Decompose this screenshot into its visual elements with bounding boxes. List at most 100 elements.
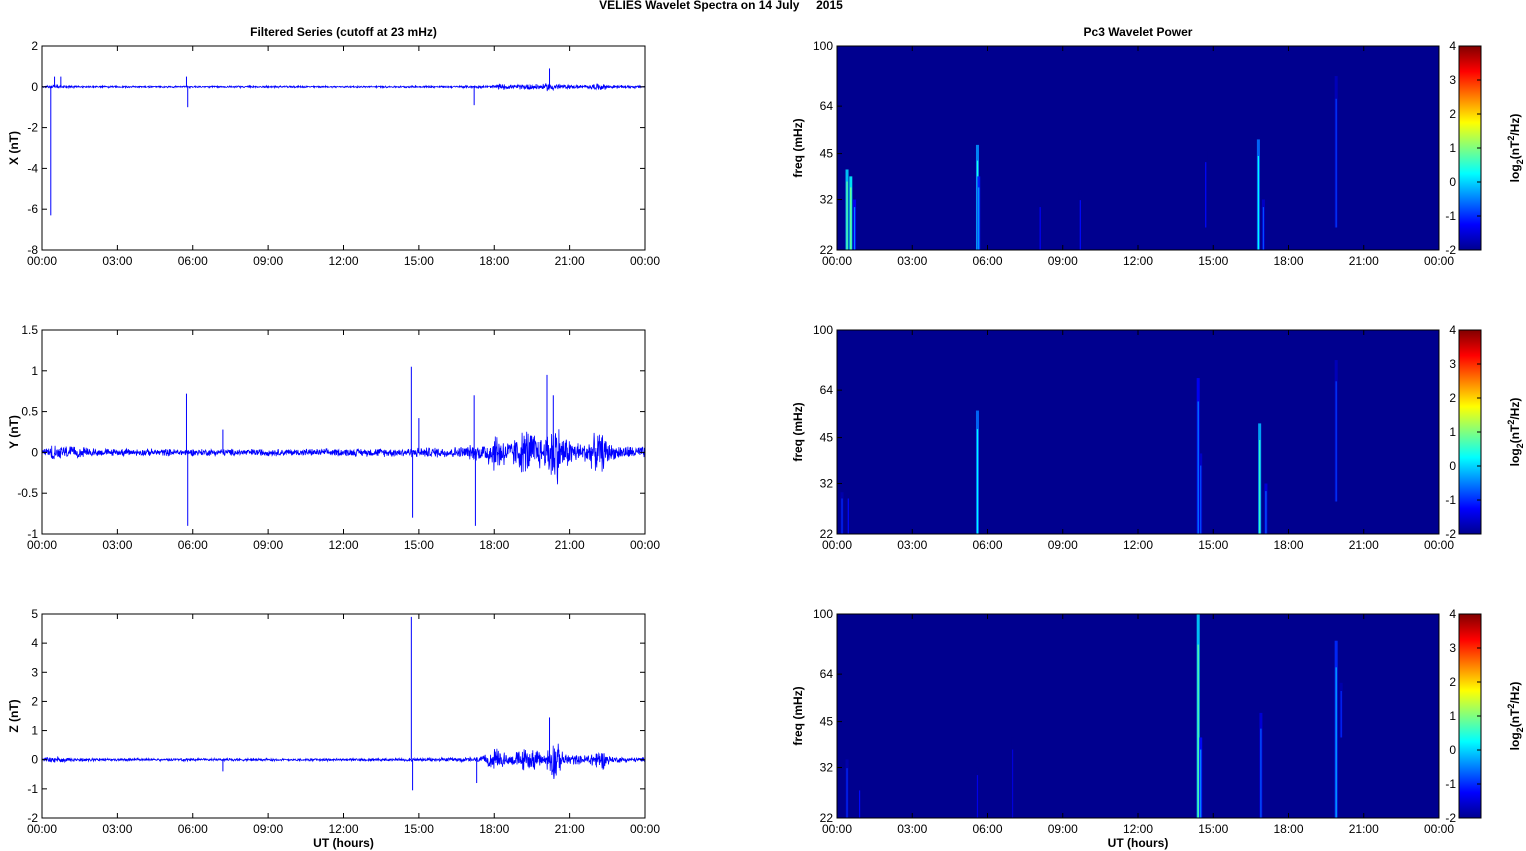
y-tick-label: 2 — [31, 694, 38, 708]
power-streak-core — [976, 429, 979, 534]
y-tick-label: 3 — [31, 665, 38, 679]
x-tick-label: 21:00 — [1349, 254, 1379, 268]
signal-trace — [41, 743, 646, 780]
y-tick-label: 100 — [813, 607, 833, 621]
x-tick-label: 06:00 — [972, 538, 1002, 552]
x-tick-label: 09:00 — [1048, 538, 1078, 552]
x-tick-label: 06:00 — [972, 822, 1002, 836]
colorbar-label-part: 2 — [1515, 443, 1525, 448]
y-tick-label: 64 — [820, 383, 834, 397]
y-tick-label: -2 — [27, 811, 38, 825]
colorbar-tick-label: 0 — [1449, 175, 1456, 189]
colorbar-label-part: /Hz) — [1508, 682, 1522, 704]
figure-title: VELIES Wavelet Spectra on 14 July 2015 — [599, 0, 843, 12]
colorbar-label-part: log — [1508, 448, 1522, 466]
colorbar-tick-label: 4 — [1449, 39, 1456, 53]
power-streak-core — [858, 790, 861, 818]
x-tick-label: 00:00 — [630, 254, 660, 268]
y-tick-label: 22 — [820, 527, 834, 541]
x-tick-label: 00:00 — [822, 822, 852, 836]
x-tick-label: 15:00 — [1198, 254, 1228, 268]
colorbar-label-part: 2 — [1506, 704, 1516, 709]
power-streak-core — [1200, 465, 1202, 534]
colorbar-label-part: 2 — [1515, 159, 1525, 164]
x-tick-label: 12:00 — [328, 822, 358, 836]
plot-area — [42, 614, 645, 818]
x-axis-label: UT (hours) — [1108, 836, 1169, 850]
x-tick-label: 03:00 — [897, 254, 927, 268]
x-tick-label: 12:00 — [1123, 254, 1153, 268]
y-tick-label: 45 — [820, 431, 834, 445]
x-tick-label: 00:00 — [630, 538, 660, 552]
x-tick-label: 00:00 — [630, 822, 660, 836]
y-tick-label: 5 — [31, 607, 38, 621]
x-axis-label: UT (hours) — [313, 836, 374, 850]
power-streak-core — [1340, 691, 1342, 738]
x-tick-label: 03:00 — [102, 254, 132, 268]
y-tick-label: -2 — [27, 121, 38, 135]
colorbar-tick-label: 0 — [1449, 743, 1456, 757]
x-tick-label: 12:00 — [328, 254, 358, 268]
x-tick-label: 00:00 — [822, 254, 852, 268]
x-tick-label: 06:00 — [178, 254, 208, 268]
y-tick-label: 0.5 — [21, 405, 38, 419]
colorbar-tick-label: -2 — [1445, 811, 1456, 825]
x-tick-label: 15:00 — [404, 254, 434, 268]
x-tick-label: 03:00 — [897, 538, 927, 552]
power-streak-core — [1197, 401, 1199, 534]
x-tick-label: 18:00 — [1273, 254, 1303, 268]
power-streak-core — [841, 498, 843, 534]
colorbar-label-part: (nT — [1508, 708, 1522, 727]
colorbar-tick-label: 1 — [1449, 425, 1456, 439]
y-tick-label: 1 — [31, 364, 38, 378]
power-streak-core — [1259, 439, 1261, 534]
y-tick-label: -1 — [27, 782, 38, 796]
power-streak-core — [1335, 381, 1337, 502]
colorbar-label-part: /Hz) — [1508, 398, 1522, 420]
wavelet-heatmap — [837, 614, 1439, 818]
x-tick-label: 15:00 — [1198, 822, 1228, 836]
y-axis-label: X (nT) — [7, 131, 21, 165]
power-streak-core — [1335, 667, 1337, 818]
power-streak-core — [1200, 749, 1202, 818]
colorbar-tick-label: 0 — [1449, 459, 1456, 473]
x-tick-label: 18:00 — [479, 822, 509, 836]
y-axis-label: freq (mHz) — [791, 118, 805, 177]
power-streak-core — [1260, 728, 1262, 818]
y-axis-label: Y (nT) — [7, 415, 21, 449]
x-tick-label: 03:00 — [102, 822, 132, 836]
colorbar-label-part: log — [1508, 732, 1522, 750]
colorbar-label-part: (nT — [1508, 140, 1522, 159]
x-tick-label: 06:00 — [178, 822, 208, 836]
power-streak-core — [1039, 207, 1041, 250]
colorbar-tick-label: 2 — [1449, 391, 1456, 405]
plot-area — [42, 330, 645, 534]
colorbar-tick-label: 3 — [1449, 357, 1456, 371]
power-streak-core — [846, 768, 848, 818]
power-streak-core — [846, 181, 848, 250]
y-tick-label: 1.5 — [21, 323, 38, 337]
wavelet-heatmap — [837, 330, 1439, 534]
x-tick-label: 12:00 — [1123, 538, 1153, 552]
y-tick-label: 64 — [820, 667, 834, 681]
x-tick-label: 09:00 — [253, 254, 283, 268]
x-tick-label: 12:00 — [1123, 822, 1153, 836]
colorbar-label: log2(nT2/Hz) — [1506, 682, 1525, 751]
x-tick-label: 00:00 — [1424, 538, 1454, 552]
power-streak-core — [978, 187, 980, 250]
colorbar-label-part: (nT — [1508, 424, 1522, 443]
power-streak-core — [853, 207, 856, 250]
plot-area — [42, 46, 645, 250]
colorbar-tick-label: 2 — [1449, 675, 1456, 689]
x-tick-label: 21:00 — [555, 822, 585, 836]
power-streak-core — [850, 187, 852, 250]
colorbar-tick-label: 1 — [1449, 709, 1456, 723]
x-tick-label: 03:00 — [102, 538, 132, 552]
y-tick-label: 100 — [813, 323, 833, 337]
y-tick-label: 32 — [820, 477, 834, 491]
x-tick-label: 00:00 — [1424, 822, 1454, 836]
